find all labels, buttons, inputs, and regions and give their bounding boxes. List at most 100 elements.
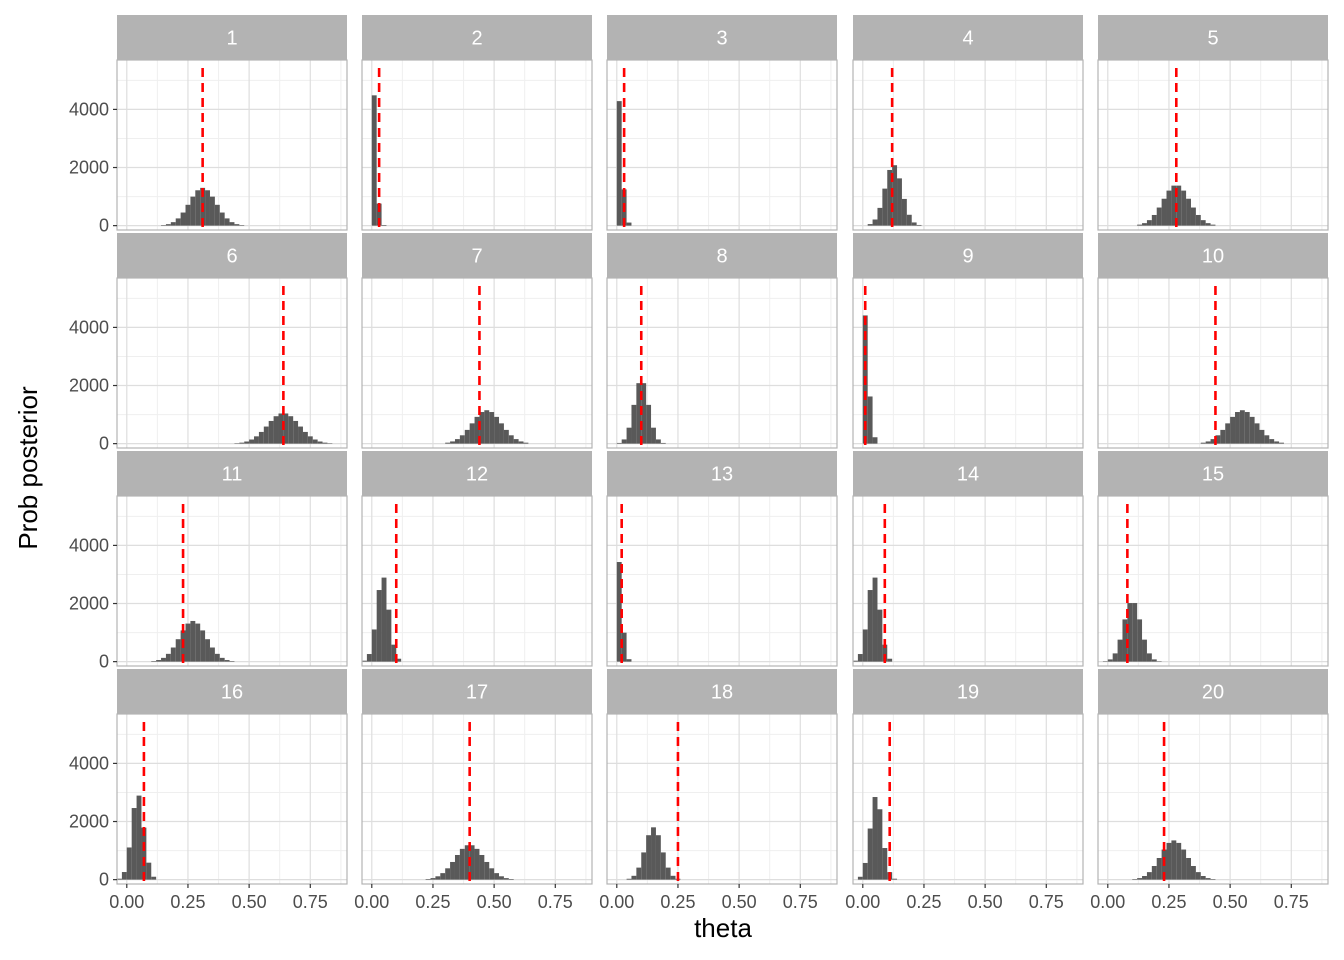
histogram-bar — [1186, 857, 1191, 880]
histogram-bar — [882, 848, 888, 880]
facet-strip — [117, 233, 347, 278]
histogram-bar — [219, 212, 225, 226]
facet-strip-label: 10 — [1202, 246, 1224, 268]
facet-strip — [607, 233, 837, 278]
histogram-bar — [489, 412, 495, 444]
histogram-bar — [660, 442, 666, 444]
histogram-bar — [646, 835, 652, 880]
histogram-bar — [165, 653, 171, 662]
histogram-bar — [151, 876, 157, 880]
histogram-bar — [1186, 198, 1191, 226]
histogram-bar — [1176, 185, 1182, 226]
histogram-bar — [1264, 435, 1270, 444]
panel-background — [117, 714, 347, 884]
histogram-bar — [641, 852, 647, 880]
panel-border — [116, 277, 348, 449]
histogram-bar — [170, 222, 176, 226]
facet-strip-label: 16 — [221, 682, 243, 704]
histogram-bar — [1239, 410, 1245, 444]
facet-strip-label: 4 — [962, 28, 973, 50]
facet-strip-label: 19 — [957, 682, 979, 704]
histogram-bar — [454, 439, 460, 444]
histogram-bar — [660, 852, 666, 880]
histogram-bar — [877, 609, 883, 662]
x-tick-label: 0.00 — [1090, 892, 1125, 912]
panel-border — [116, 713, 348, 885]
x-tick-label: 0.25 — [415, 892, 450, 912]
histogram-bar — [381, 225, 387, 226]
histogram-bar — [268, 420, 274, 444]
facet-panel-5: 5 — [1097, 15, 1329, 231]
histogram-bar — [1244, 412, 1250, 444]
histogram-bar — [626, 659, 632, 662]
y-tick-label: 4000 — [69, 535, 109, 555]
histogram-bar — [1210, 879, 1216, 880]
histogram-bar — [459, 435, 465, 444]
histogram-bar — [1181, 849, 1187, 880]
panel-border — [361, 713, 593, 885]
panel-border — [852, 495, 1084, 667]
y-axis-title: Prob posterior — [13, 386, 43, 550]
histogram-bar — [1156, 857, 1162, 880]
histogram-bar — [499, 876, 504, 880]
panel-background — [607, 496, 837, 666]
histogram-bar — [185, 623, 191, 662]
facet-strip — [853, 15, 1083, 60]
histogram-bar — [857, 654, 863, 662]
histogram-bar — [892, 878, 898, 880]
histogram-bar — [1146, 220, 1152, 226]
histogram-bar — [1254, 423, 1260, 444]
facet-strip — [1098, 669, 1328, 714]
histogram-bar — [459, 848, 465, 880]
facet-strip-label: 20 — [1202, 682, 1224, 704]
histogram-bar — [479, 854, 485, 880]
histogram-bar — [503, 429, 509, 444]
histogram-bar — [1274, 441, 1280, 444]
histogram-bar — [631, 404, 637, 444]
histogram-bar — [670, 875, 676, 880]
histogram-bar — [1190, 207, 1196, 226]
histogram-bar — [302, 431, 308, 444]
facet-panel-14: 14 — [852, 451, 1084, 667]
x-tick-label: 0.75 — [1029, 892, 1064, 912]
histogram-bar — [1259, 429, 1265, 444]
histogram-bar — [1151, 214, 1157, 226]
histogram-bar — [494, 416, 500, 444]
histogram-bar — [1215, 435, 1221, 444]
facet-strip-label: 9 — [962, 246, 973, 268]
y-tick-label: 4000 — [69, 753, 109, 773]
x-tick-label: 0.25 — [660, 892, 695, 912]
histogram-bar — [249, 439, 255, 444]
histogram-bar — [867, 590, 873, 662]
histogram-bar — [229, 661, 235, 662]
histogram-bar — [1142, 223, 1147, 226]
panel-border — [1097, 277, 1329, 449]
histogram-bar — [258, 431, 264, 444]
histogram-bar — [1176, 842, 1182, 880]
facet-strip-label: 18 — [711, 682, 733, 704]
panel-background — [1098, 278, 1328, 448]
histogram-bar — [165, 224, 171, 226]
histogram-bar — [1171, 840, 1177, 880]
facet-strip-label: 5 — [1207, 28, 1218, 50]
facet-panel-12: 12 — [361, 451, 593, 667]
histogram-bar — [170, 647, 176, 662]
facet-strip-label: 11 — [222, 464, 243, 486]
histogram-bar — [205, 639, 210, 662]
histogram-bar — [312, 439, 318, 444]
histogram-bar — [224, 218, 230, 226]
histogram-bar — [175, 639, 181, 662]
panel-border — [606, 495, 838, 667]
histogram-bar — [872, 797, 878, 880]
histogram-bar — [1195, 214, 1201, 226]
histogram-bar — [906, 214, 912, 226]
histogram-bar — [195, 190, 201, 226]
x-tick-label: 0.75 — [783, 892, 818, 912]
histogram-bar — [1112, 653, 1118, 662]
facet-strip-label: 15 — [1202, 464, 1224, 486]
facet-strip — [1098, 233, 1328, 278]
histogram-bar — [636, 383, 642, 444]
facet-strip — [607, 15, 837, 60]
histogram-bar — [1142, 639, 1147, 662]
histogram-bar — [224, 660, 230, 662]
